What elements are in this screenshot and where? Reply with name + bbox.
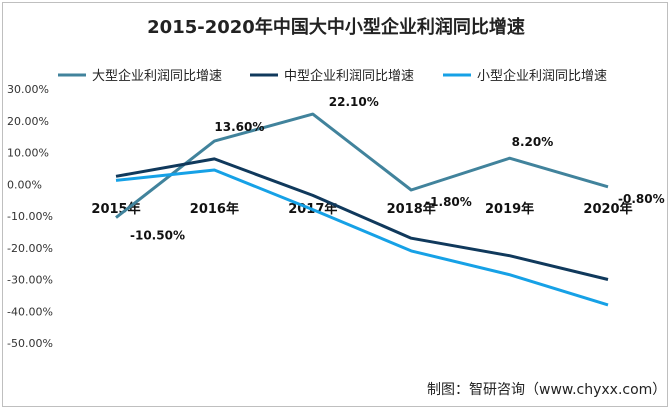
x-tick-label: 2018年 bbox=[387, 201, 436, 217]
y-tick-label: 30.00% bbox=[7, 83, 49, 96]
y-tick-label: 0.00% bbox=[7, 178, 42, 191]
series-line bbox=[115, 168, 609, 307]
data-label: 13.60% bbox=[214, 120, 264, 134]
data-label: -1.80% bbox=[425, 195, 472, 209]
legend-label: 大型企业利润同比增速 bbox=[92, 68, 222, 84]
legend: 大型企业利润同比增速 中型企业利润同比增速 小型企业利润同比增速 bbox=[58, 68, 607, 84]
series-line bbox=[115, 112, 609, 219]
x-axis-ticks: 2015年 2016年 2017年 2018年 2019年 2020年 bbox=[91, 201, 632, 217]
series-line bbox=[115, 157, 609, 281]
y-tick-label: -50.00% bbox=[7, 337, 53, 350]
data-label: 22.10% bbox=[329, 95, 379, 109]
legend-label: 小型企业利润同比增速 bbox=[477, 68, 607, 84]
y-axis-ticks: 30.00% 20.00% 10.00% 0.00% -10.00% -20.00% -30… bbox=[7, 83, 53, 350]
data-label: -10.50% bbox=[130, 229, 185, 243]
y-tick-label: -30.00% bbox=[7, 274, 53, 287]
x-tick-label: 2015年 bbox=[91, 201, 140, 217]
data-labels: -10.50% 13.60% 22.10% -1.80% 8.20% -0.80% bbox=[130, 95, 665, 243]
series-lines bbox=[115, 112, 609, 307]
y-tick-label: 10.00% bbox=[7, 147, 49, 160]
source-note: 制图：智研咨询（www.chyxx.com） bbox=[427, 382, 666, 398]
y-tick-label: -20.00% bbox=[7, 242, 53, 255]
y-tick-label: 20.00% bbox=[7, 115, 49, 128]
legend-label: 中型企业利润同比增速 bbox=[284, 68, 414, 84]
x-tick-label: 2020年 bbox=[583, 201, 632, 217]
x-tick-label: 2019年 bbox=[485, 201, 534, 217]
data-label: 8.20% bbox=[512, 135, 554, 149]
chart-title: 2015-2020年中国大中小型企业利润同比增速 bbox=[147, 16, 525, 38]
y-tick-label: -10.00% bbox=[7, 210, 53, 223]
chart-frame: 2015-2020年中国大中小型企业利润同比增速 大型企业利润同比增速 中型企业利… bbox=[2, 2, 668, 407]
y-tick-label: -40.00% bbox=[7, 305, 53, 318]
line-chart: 2015-2020年中国大中小型企业利润同比增速 大型企业利润同比增速 中型企业利… bbox=[7, 16, 666, 398]
x-tick-label: 2016年 bbox=[190, 201, 239, 217]
data-label: -0.80% bbox=[618, 192, 665, 206]
